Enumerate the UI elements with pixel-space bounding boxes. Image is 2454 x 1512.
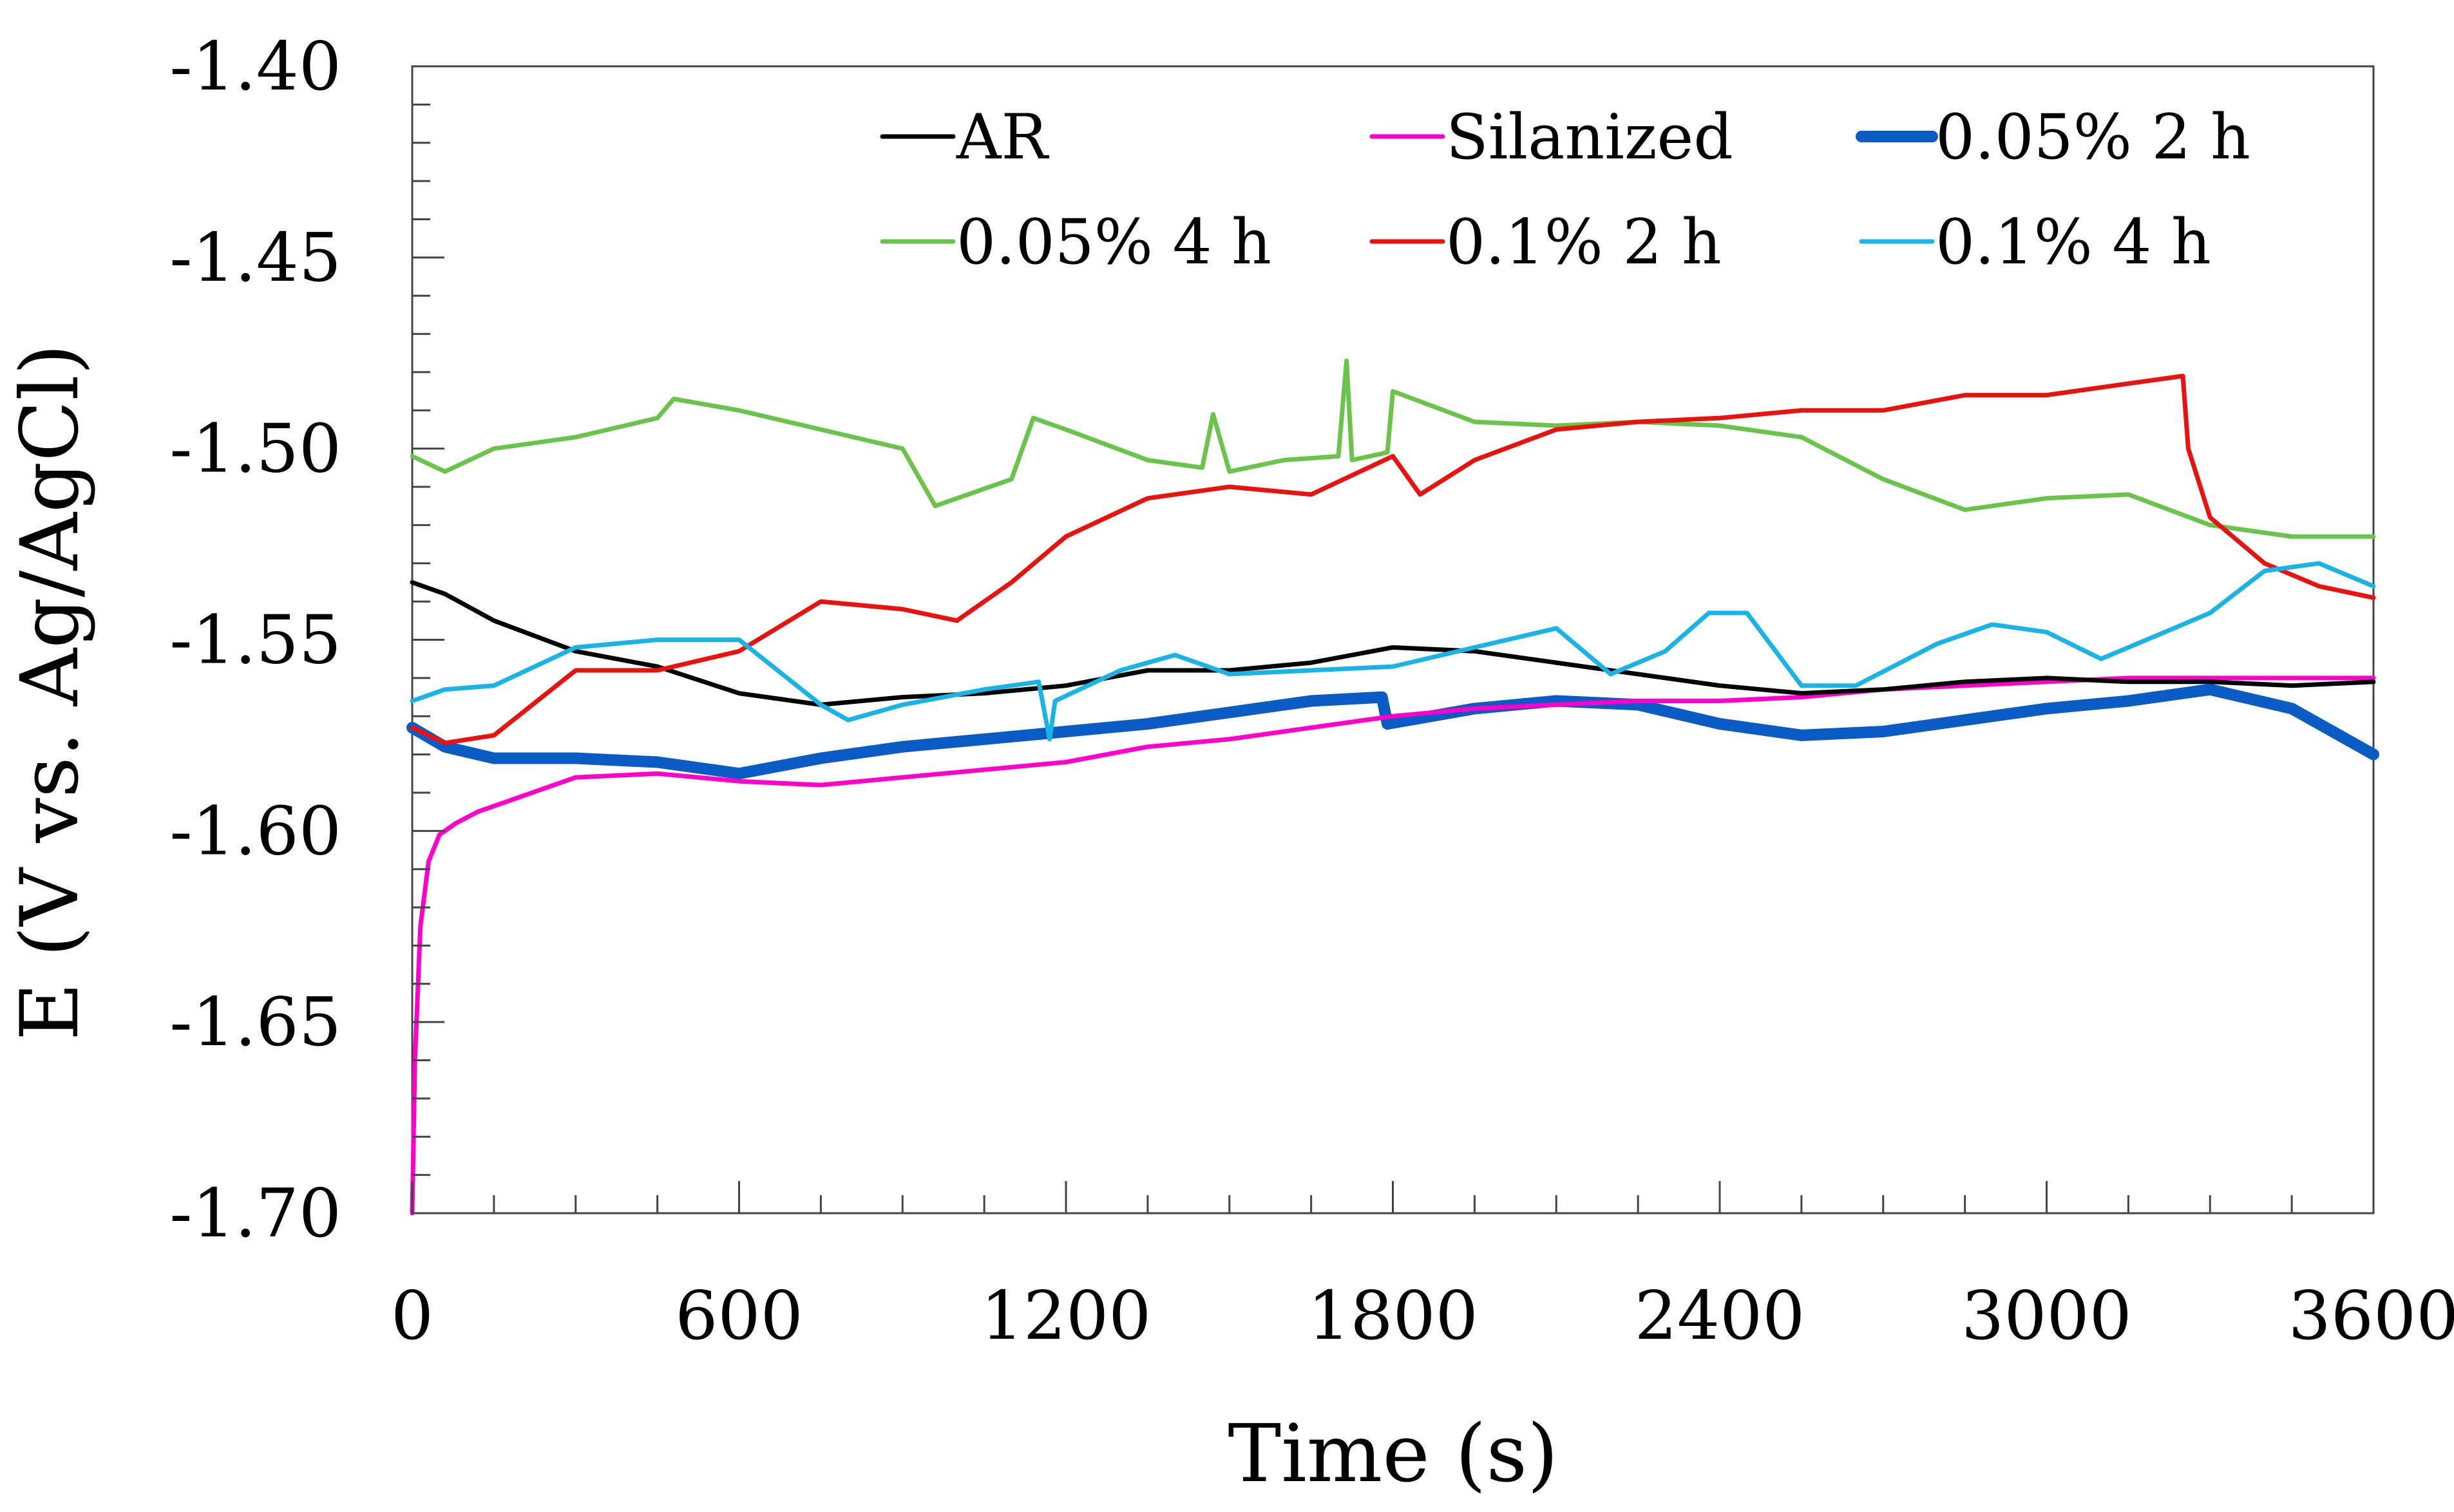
y-tick-label: -1.70 — [169, 1174, 341, 1252]
legend: AR Silanized 0.05% 2 h 0.05% 4 h 0.1% 2 h 0.1… — [880, 101, 2250, 278]
y-tick-label: -1.65 — [169, 983, 341, 1061]
y-tick-label: -1.60 — [169, 791, 341, 870]
x-tick-label: 3600 — [2288, 1276, 2454, 1355]
x-tick-label: 1800 — [1308, 1276, 1478, 1355]
x-tick-label: 1200 — [981, 1276, 1152, 1355]
y-tick-label: -1.45 — [169, 218, 341, 297]
series-line-5 — [410, 561, 2376, 742]
legend-label: 0.1% 4 h — [1936, 206, 2211, 278]
y-axis-title: E (V vs. Ag/AgCl) — [4, 344, 97, 1041]
series-line-3 — [410, 358, 2376, 539]
series-line-1 — [410, 676, 2376, 1216]
legend-label: Silanized — [1446, 101, 1733, 173]
x-tick-label: 2400 — [1635, 1276, 1805, 1355]
series-layer — [406, 358, 2379, 1216]
series-line-2 — [406, 683, 2379, 780]
legend-label: 0.1% 2 h — [1446, 206, 1722, 278]
x-tick-label: 0 — [391, 1276, 433, 1355]
series-line-4 — [410, 373, 2376, 746]
series-line-0 — [410, 580, 2376, 707]
legend-label: AR — [956, 101, 1049, 173]
y-tick-label: -1.40 — [169, 27, 341, 106]
y-tick-label: -1.55 — [169, 601, 341, 679]
legend-label: 0.05% 2 h — [1936, 101, 2250, 173]
y-tick-label: -1.50 — [169, 410, 341, 488]
x-axis-title: Time (s) — [1228, 1408, 1558, 1500]
legend-label: 0.05% 4 h — [956, 206, 1271, 278]
x-tick-label: 3000 — [1961, 1276, 2132, 1355]
x-tick-label: 600 — [675, 1276, 803, 1355]
axes-layer: 0 600 1200 1800 2400 3000 3600 -1.40 -1.45 -1.50 -… — [169, 27, 2454, 1355]
